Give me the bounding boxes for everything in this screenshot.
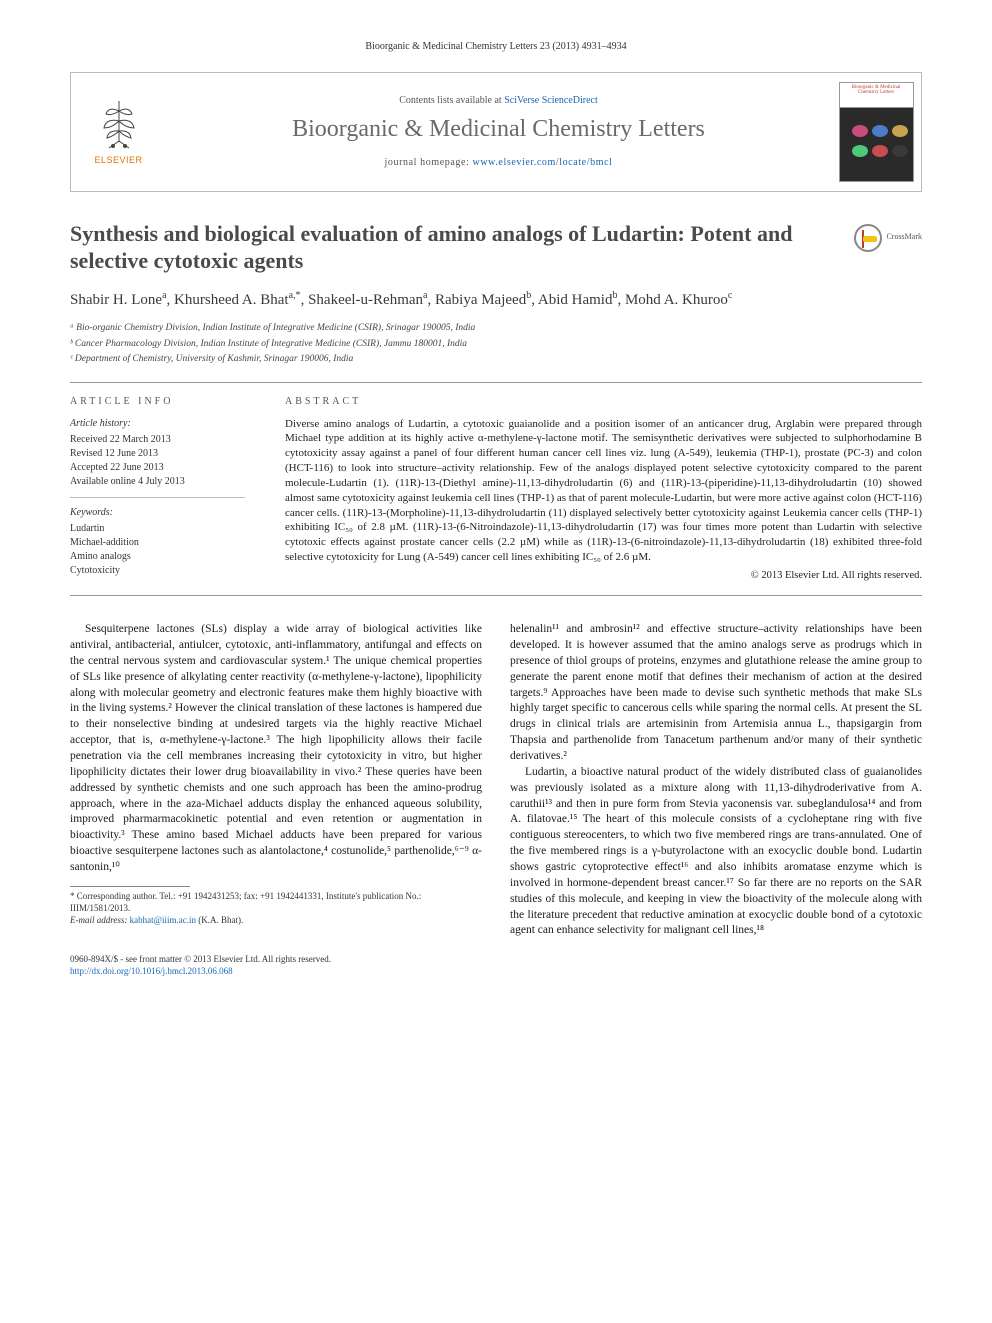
history-received: Received 22 March 2013 <box>70 433 245 447</box>
contents-prefix: Contents lists available at <box>399 95 504 106</box>
homepage-link[interactable]: www.elsevier.com/locate/bmcl <box>473 157 613 168</box>
history-label: Article history: <box>70 417 245 431</box>
keyword: Ludartin <box>70 522 245 536</box>
keyword: Amino analogs <box>70 550 245 564</box>
cover-thumbnail-block: Bioorganic & Medicinal Chemistry Letters <box>831 73 921 191</box>
author-list: Shabir H. Lonea, Khursheed A. Bhata,*, S… <box>70 289 922 312</box>
footer-left: 0960-894X/$ - see front matter © 2013 El… <box>70 953 331 977</box>
keywords-block: Keywords: Ludartin Michael-addition Amin… <box>70 506 245 578</box>
email-suffix: (K.A. Bhat). <box>198 915 243 925</box>
cover-thumb-art <box>848 123 905 173</box>
abstract-column: ABSTRACT Diverse amino analogs of Ludart… <box>285 383 922 595</box>
homepage-prefix: journal homepage: <box>385 157 473 168</box>
abstract-heading: ABSTRACT <box>285 395 922 409</box>
crossmark-badge[interactable]: CrossMark <box>854 224 922 252</box>
running-header: Bioorganic & Medicinal Chemistry Letters… <box>70 40 922 54</box>
body-paragraph: helenalin¹¹ and ambrosin¹² and effective… <box>510 622 922 765</box>
contents-available-line: Contents lists available at SciVerse Sci… <box>176 94 821 108</box>
abstract-text: Diverse amino analogs of Ludartin, a cyt… <box>285 417 922 565</box>
body-paragraph: Ludartin, a bioactive natural product of… <box>510 765 922 939</box>
footnotes: * Corresponding author. Tel.: +91 194243… <box>70 891 482 927</box>
affiliations: ᵃ Bio-organic Chemistry Division, Indian… <box>70 321 922 366</box>
homepage-line: journal homepage: www.elsevier.com/locat… <box>176 156 821 170</box>
article-history-block: Article history: Received 22 March 2013 … <box>70 417 245 498</box>
keyword: Michael-addition <box>70 536 245 550</box>
history-accepted: Accepted 22 June 2013 <box>70 461 245 475</box>
affiliation-a: ᵃ Bio-organic Chemistry Division, Indian… <box>70 321 922 335</box>
sciencedirect-link[interactable]: SciVerse ScienceDirect <box>504 95 598 106</box>
journal-cover-thumb: Bioorganic & Medicinal Chemistry Letters <box>839 82 914 182</box>
abstract-copyright: © 2013 Elsevier Ltd. All rights reserved… <box>285 569 922 583</box>
crossmark-icon <box>854 224 882 252</box>
journal-masthead: ELSEVIER Contents lists available at Sci… <box>70 72 922 192</box>
history-online: Available online 4 July 2013 <box>70 475 245 489</box>
cover-thumb-title: Bioorganic & Medicinal Chemistry Letters <box>842 85 911 96</box>
corresponding-author-note: * Corresponding author. Tel.: +91 194243… <box>70 891 482 914</box>
affiliation-c: ᶜ Department of Chemistry, University of… <box>70 352 922 366</box>
body-paragraph: Sesquiterpene lactones (SLs) display a w… <box>70 622 482 876</box>
publisher-logo-block: ELSEVIER <box>71 73 166 191</box>
crossmark-label: CrossMark <box>886 232 922 243</box>
journal-name: Bioorganic & Medicinal Chemistry Letters <box>176 113 821 145</box>
elsevier-tree-icon <box>94 96 144 151</box>
publisher-name: ELSEVIER <box>94 154 142 166</box>
masthead-center: Contents lists available at SciVerse Sci… <box>166 73 831 191</box>
doi-link[interactable]: http://dx.doi.org/10.1016/j.bmcl.2013.06… <box>70 966 233 976</box>
article-info-column: ARTICLE INFO Article history: Received 2… <box>70 383 255 595</box>
footnote-rule <box>70 886 190 887</box>
front-matter-line: 0960-894X/$ - see front matter © 2013 El… <box>70 953 331 965</box>
keywords-label: Keywords: <box>70 506 245 520</box>
email-label: E-mail address: <box>70 915 127 925</box>
article-title: Synthesis and biological evaluation of a… <box>70 220 834 275</box>
history-revised: Revised 12 June 2013 <box>70 447 245 461</box>
article-info-heading: ARTICLE INFO <box>70 395 245 409</box>
keyword: Cytotoxicity <box>70 564 245 578</box>
affiliation-b: ᵇ Cancer Pharmacology Division, Indian I… <box>70 337 922 351</box>
page-footer: 0960-894X/$ - see front matter © 2013 El… <box>70 953 922 977</box>
email-line: E-mail address: kabhat@iiim.ac.in (K.A. … <box>70 915 482 927</box>
corresponding-email-link[interactable]: kabhat@iiim.ac.in <box>130 915 196 925</box>
article-body: Sesquiterpene lactones (SLs) display a w… <box>70 622 922 939</box>
